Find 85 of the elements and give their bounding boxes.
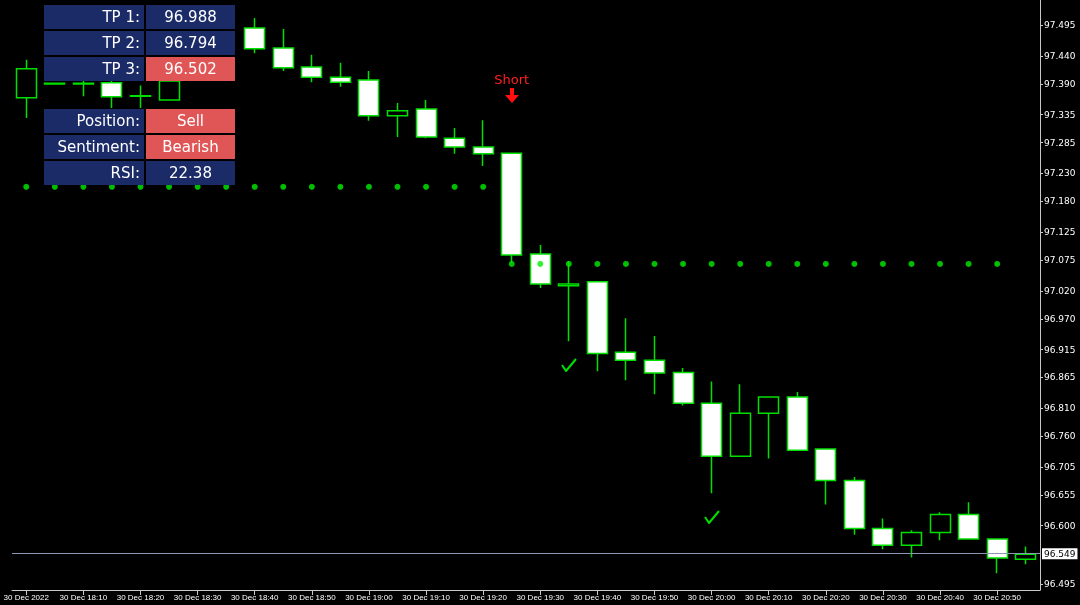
y-tick-label: 97.075 [1044,255,1076,266]
candlestick [643,335,666,396]
candlestick [529,244,552,289]
candlestick [786,391,809,451]
x-tick-label: 30 Dec 2022 [3,592,50,602]
y-tick-label: 96.810 [1044,403,1076,414]
x-tick-label: 30 Dec 18:40 [230,592,280,602]
candlestick [957,501,980,540]
x-tick-label: 30 Dec 19:20 [459,592,508,602]
candlestick [129,84,152,109]
x-tick-label: 30 Dec 19:30 [516,592,565,602]
x-tick-label: 30 Dec 20:00 [687,592,736,602]
candlestick [158,78,181,102]
y-tick-label: 97.335 [1044,109,1076,120]
candlestick [586,281,609,373]
x-tick-label: 30 Dec 20:40 [916,592,965,602]
y-tick-label: 96.600 [1044,520,1076,531]
candlestick [1014,545,1037,566]
y-tick-label: 97.495 [1044,20,1076,31]
candlestick [700,380,723,494]
candlestick [357,70,380,122]
category-label: RSI: [110,164,140,182]
text: Bearish [162,138,219,156]
text: 96.988 [164,8,217,26]
y-tick-label: 96.970 [1044,313,1076,324]
candlestick [15,59,38,119]
candlestick [929,511,952,541]
category-label: TP 3: [102,60,140,78]
candlestick [386,102,409,138]
candlestick [415,99,438,139]
y-tick-label: 97.285 [1044,137,1076,148]
candlestick [986,538,1009,574]
text: Sell [176,112,205,130]
x-tick-label: 30 Dec 20:30 [859,592,908,602]
candlestick [672,367,695,407]
candlestick [72,80,95,97]
x-tick-label: 30 Dec 20:20 [802,592,851,602]
x-tick-label: 30 Dec 18:20 [116,592,165,602]
y-tick-label: 96.865 [1044,372,1076,383]
candlestick [814,448,837,506]
candlestick [757,396,780,460]
candlestick [500,151,523,264]
candlestick [557,260,580,342]
y-tick-label: 97.180 [1044,196,1076,207]
candlestick [900,529,923,559]
ref-line-label: 96.549 [1044,548,1076,559]
annotation: Short [493,72,531,87]
y-tick-label: 97.390 [1044,78,1076,89]
category-label: TP 1: [102,8,140,26]
y-tick-label: 97.020 [1044,285,1076,296]
candlestick [843,476,866,536]
x-tick-label: 30 Dec 18:50 [288,592,337,602]
y-tick-label: 97.125 [1044,227,1076,238]
candlestick [272,28,295,72]
x-tick-label: 30 Dec 20:10 [744,592,794,602]
y-tick-label: 96.760 [1044,431,1076,442]
x-tick-label: 30 Dec 19:10 [402,592,451,602]
candlestick [300,54,323,83]
text: 96.502 [164,60,217,78]
x-tick-label: 30 Dec 19:40 [573,592,622,602]
y-tick-label: 97.230 [1044,168,1076,179]
candlestick [43,82,66,86]
candlestick [729,383,752,458]
y-tick-label: 96.915 [1044,344,1076,355]
y-tick-label: 97.440 [1044,50,1076,61]
candlestick [443,127,466,155]
y-tick-label: 96.705 [1044,461,1076,472]
candlestick [871,517,894,550]
x-tick-label: 30 Dec 20:50 [973,592,1022,602]
category-label: TP 2: [102,34,140,52]
candlestick [614,317,637,382]
category-label: Sentiment: [57,138,140,156]
category-label: Position: [76,112,140,130]
x-tick-label: 30 Dec 18:10 [59,592,108,602]
candlestick [329,61,352,88]
x-tick-label: 30 Dec 19:50 [630,592,679,602]
candlestick [472,119,495,167]
candlestick [100,80,123,109]
text: 22.38 [169,164,212,182]
x-tick-label: 30 Dec 19:00 [345,592,394,602]
y-tick-label: 96.495 [1044,579,1076,590]
y-tick-label: 96.655 [1044,489,1076,500]
candlestick [243,17,266,54]
text: 96.794 [164,34,217,52]
x-tick-label: 30 Dec 18:30 [173,592,222,602]
